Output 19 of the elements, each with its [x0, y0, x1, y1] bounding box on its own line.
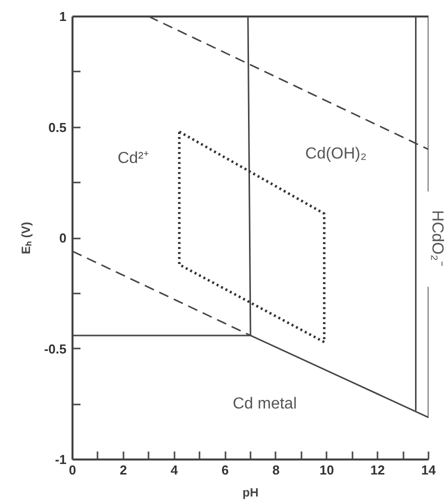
y-tick-label: 0.5 [48, 120, 67, 135]
annotation: Cd(OH)₂ [305, 145, 367, 162]
x-tick-label: 8 [272, 462, 280, 478]
annotation: Cd metal [232, 396, 297, 413]
y-tick-label: 0 [59, 230, 67, 246]
x-tick-label: 0 [68, 462, 76, 478]
y-tick-label: -0.5 [44, 341, 67, 356]
y-axis-title: Eₕ (V) [19, 222, 34, 254]
x-tick-label: 4 [170, 462, 179, 478]
x-tick-label: 6 [221, 462, 229, 478]
text: HCdO₂⁻ [428, 210, 446, 266]
x-tick-label: 12 [370, 462, 385, 478]
annotation: Cd²⁺ [118, 150, 148, 167]
x-tick-label: 14 [421, 462, 436, 478]
x-axis-title: pH [242, 486, 258, 500]
x-tick-label: 2 [120, 462, 127, 478]
y-tick-label: -1 [54, 452, 67, 467]
y-tick-label: 1 [59, 9, 67, 24]
x-tick-label: 10 [320, 462, 334, 478]
